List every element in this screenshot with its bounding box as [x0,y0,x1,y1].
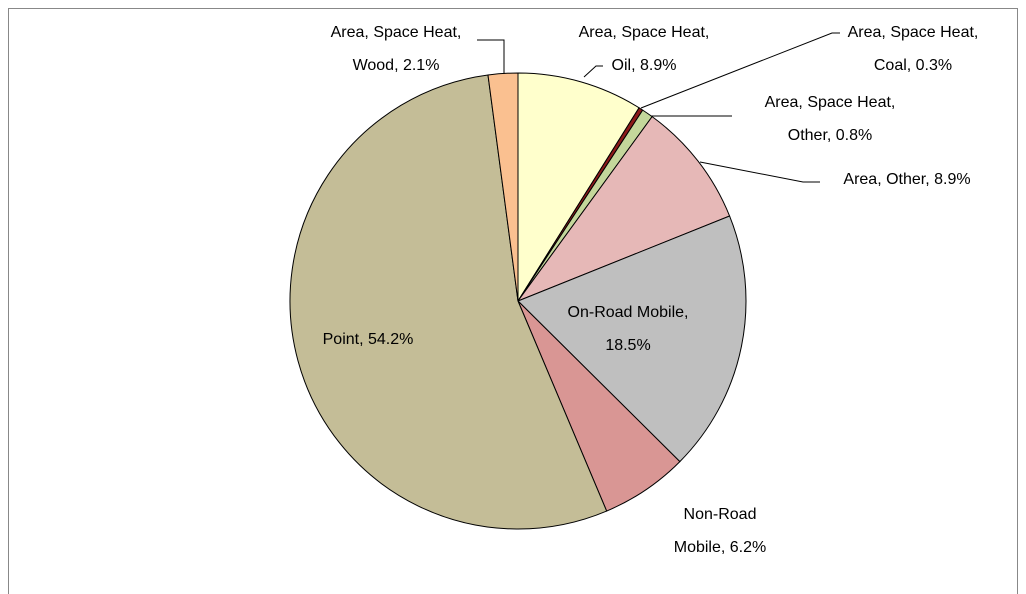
slice-label: Other, 0.8% [788,127,873,144]
slice-label: Area, Space Heat, [765,94,896,111]
slice-label: On-Road Mobile, [568,304,689,321]
pie-slice [487,72,519,302]
slice-label: Point, 54.2% [323,331,414,348]
slice-label: Area, Other, 8.9% [843,171,970,188]
slice-label: Coal, 0.3% [874,57,952,74]
leader-line [640,32,840,109]
slice-label: Non-Road [684,506,757,523]
slice-label: Wood, 2.1% [353,57,440,74]
leader-line [699,161,820,183]
leader-line [477,39,505,74]
leader-line [583,65,603,78]
pie-slice [516,115,731,303]
slice-label: 18.5% [605,337,650,354]
slice-label: Area, Space Heat, [331,24,462,41]
slice-label: Mobile, 6.2% [674,539,767,556]
pie-slice [517,215,747,463]
pie-slice [517,72,640,303]
slice-label: Oil, 8.9% [612,57,677,74]
slice-label: Area, Space Heat, [848,24,979,41]
pie-slice [289,74,608,530]
slice-label: Area, Space Heat, [579,24,710,41]
